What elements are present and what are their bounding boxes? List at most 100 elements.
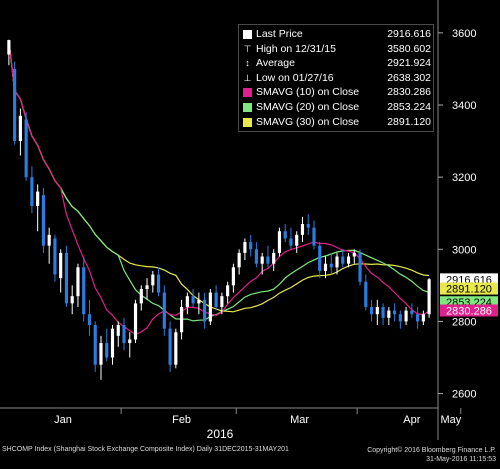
legend-label: Last Price [256,28,303,40]
white-square [243,30,252,39]
candle-body [272,252,276,264]
candle-body [18,115,22,142]
footer-timestamp: 31-May-2016 11:15:53 [426,456,496,463]
legend-value: 2638.302 [387,71,431,84]
candle-body [421,314,425,322]
candle-body [226,285,230,297]
candle-body [53,238,57,275]
average-marker-icon: ↕ [245,58,250,69]
candle-body [392,310,397,315]
y-tick-label: 3400 [452,100,476,112]
candle-body [260,256,264,264]
legend-item: ⊥ Low on 01/27/16 2638.302 [239,72,435,85]
candle-body [416,314,420,322]
legend-label: SMAVG (10) on Close [256,86,360,99]
candle-body [105,343,109,358]
candle-body [41,195,46,246]
candle-body [329,263,333,268]
candle-body [24,119,28,178]
candle-body [191,296,195,304]
candle-body [237,252,241,268]
candle-body [427,279,431,315]
candle-body [47,234,51,246]
candle-body [410,310,414,315]
candle-body [128,339,132,344]
legend-value: 2921.924 [387,57,431,70]
candle-body [162,292,166,329]
legend-label: High on 12/31/15 [256,42,336,55]
candle-body [358,252,362,282]
legend-value: 3580.602 [387,42,431,55]
candle-body [214,292,218,307]
price-tag [440,273,498,286]
candle-body [110,328,115,358]
x-tick-label: Apr [403,414,420,426]
candle-body [7,40,11,55]
legend-box: Last Price 2916.616 ⊤ High on 12/31/15 3580.… [238,24,434,132]
candle-body [30,177,34,206]
legend-item: SMAVG (30) on Close 2891.120 [239,116,435,129]
candle-body [99,343,103,365]
candle-body [387,310,391,318]
candle-body [208,292,212,322]
y-tick-label: 2600 [452,389,476,401]
candle-body [185,296,189,307]
candle-body [122,325,126,344]
candle-body [266,256,270,264]
candle-body [139,288,143,304]
candle-body [36,191,40,206]
candle-body [87,314,92,326]
candle-body [13,68,17,142]
candle-body [243,242,247,253]
price-tag-label: 2830.286 [446,306,492,318]
price-tag [440,304,498,317]
legend-value: 2853.224 [387,101,431,113]
footer-copyright: Copyright© 2016 Bloomberg Finance L.P. 3… [367,446,496,464]
candle-body [341,256,345,264]
candle-body [82,267,86,315]
candle-body [76,267,80,297]
candle-body [352,252,356,257]
legend-label: SMAVG (20) on Close [256,101,360,113]
legend-value: 2891.120 [387,115,431,128]
candle-body [381,307,385,318]
price-tag-label: 2891.120 [446,284,492,296]
candle-body [145,285,149,289]
green-square [243,103,252,112]
candle-body [335,256,339,268]
candle-body [346,256,351,264]
magenta-square [243,88,252,98]
candle-body [318,245,322,271]
footer-index-description: SHCOMP Index (Shanghai Stock Exchange Co… [2,446,289,453]
y-tick-label: 3200 [452,172,476,184]
x-tick-label: May [440,414,461,426]
candle-body [59,252,63,279]
x-tick-label: Jan [54,414,72,426]
candle-body [133,303,138,340]
candle-body [174,332,178,365]
y-tick-label: 2800 [452,316,476,328]
legend-item: ⊤ High on 12/31/15 3580.602 [239,43,435,56]
candle-body [323,263,328,271]
legend-value: 2916.616 [387,28,431,40]
candle-body [203,299,207,322]
candle-body [179,307,184,333]
price-tag [440,282,498,295]
candle-body [64,252,69,304]
candle-body [312,227,316,246]
yellow-square [243,117,252,127]
legend-item: Last Price 2916.616 [239,28,435,41]
legend-item: SMAVG (10) on Close 2830.286 [239,86,435,99]
candle-body [398,314,402,322]
candle-body [306,224,310,228]
candle-body [70,296,74,304]
legend-label: SMAVG (30) on Close [256,115,360,128]
candle-body [364,281,368,307]
candle-body [156,274,161,293]
candle-body [249,242,253,250]
candle-body [220,296,224,307]
candle-body [283,231,287,239]
candle-body [295,234,299,246]
legend-value: 2830.286 [387,86,431,99]
